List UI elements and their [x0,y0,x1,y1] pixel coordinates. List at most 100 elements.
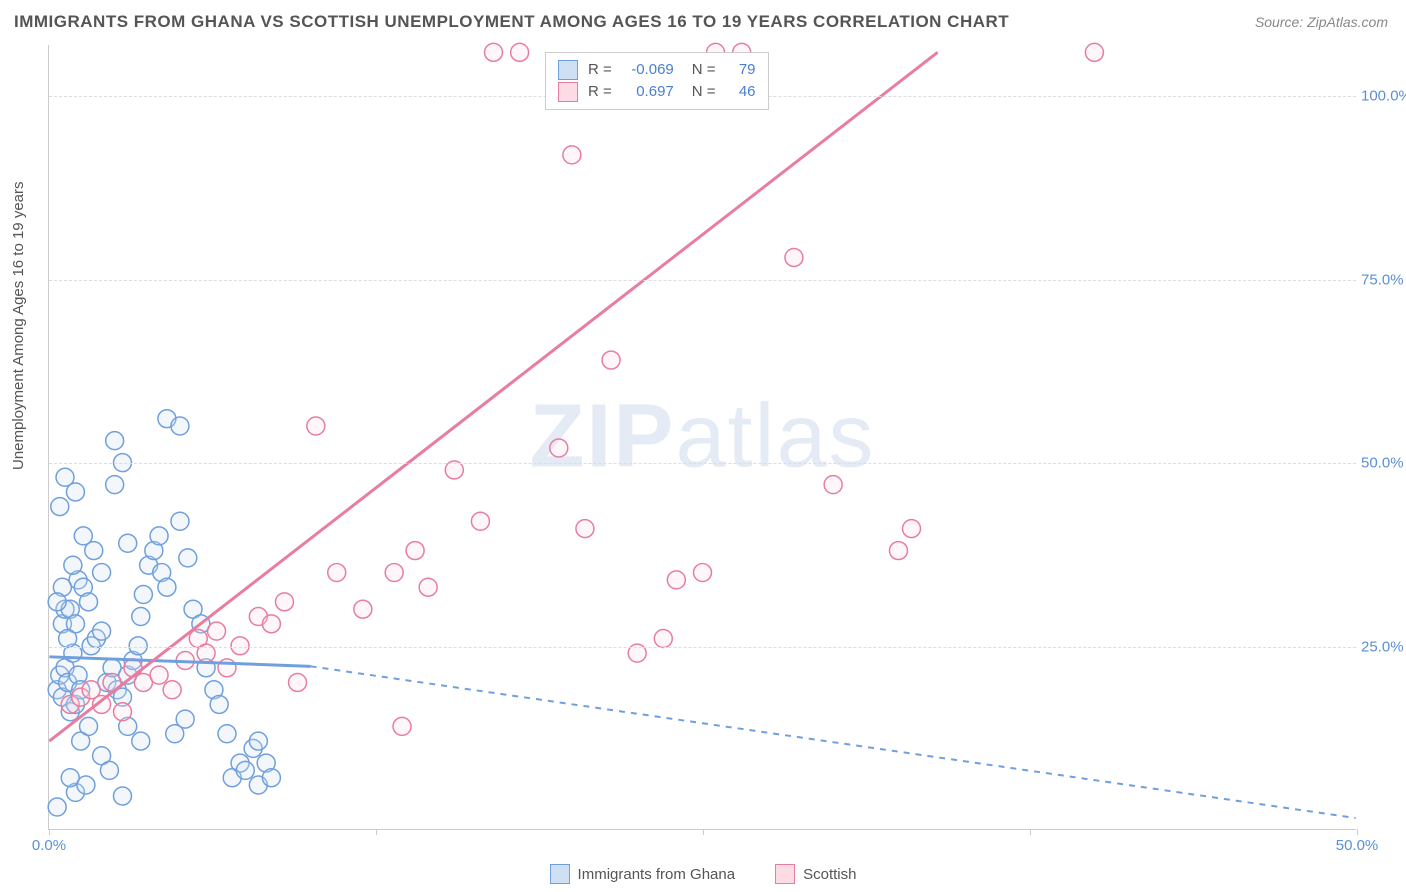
legend-row: R = -0.069 N = 79 [558,59,756,81]
y-tick-label: 75.0% [1361,271,1406,288]
scatter-point [158,578,176,596]
series-legend-item: Scottish [775,864,856,884]
scatter-point [275,593,293,611]
scatter-point [354,600,372,618]
gridline [49,647,1356,648]
scatter-point [484,43,502,61]
series-legend: Immigrants from Ghana Scottish [0,864,1406,884]
scatter-point [218,659,236,677]
x-tick [49,829,50,835]
trend-line [49,52,937,741]
scatter-point [208,622,226,640]
scatter-point [48,593,66,611]
scatter-point [171,417,189,435]
scatter-point [80,593,98,611]
scatter-point [694,564,712,582]
scatter-point [511,43,529,61]
scatter-point [134,586,152,604]
scatter-point [236,761,254,779]
scatter-point [249,732,267,750]
legend-n-value: 46 [726,81,756,103]
scatter-point [77,776,95,794]
y-tick-label: 50.0% [1361,455,1406,472]
legend-swatch [775,864,795,884]
scatter-point [218,725,236,743]
scatter-point [262,615,280,633]
scatter-point [59,630,77,648]
scatter-point [785,248,803,266]
scatter-point [132,732,150,750]
scatter-point [56,468,74,486]
scatter-point [262,769,280,787]
series-legend-item: Immigrants from Ghana [550,864,736,884]
scatter-point [93,622,111,640]
correlation-legend: R = -0.069 N = 79 R = 0.697 N = 46 [545,52,769,110]
scatter-point [93,564,111,582]
legend-swatch [558,60,578,80]
scatter-point [113,703,131,721]
scatter-point [602,351,620,369]
x-tick-label: 0.0% [32,837,66,854]
scatter-point [179,549,197,567]
legend-r-value: 0.697 [622,81,674,103]
scatter-point [328,564,346,582]
scatter-point [563,146,581,164]
scatter-point [654,630,672,648]
scatter-point [385,564,403,582]
scatter-point [889,542,907,560]
series-legend-label: Immigrants from Ghana [578,866,736,883]
scatter-point [64,556,82,574]
scatter-point [471,512,489,530]
scatter-point [171,512,189,530]
scatter-point [550,439,568,457]
y-tick-label: 25.0% [1361,638,1406,655]
scatter-point [48,798,66,816]
series-legend-label: Scottish [803,866,856,883]
legend-r-value: -0.069 [622,59,674,81]
x-tick [376,829,377,835]
scatter-point [106,476,124,494]
gridline [49,463,1356,464]
chart-title: IMMIGRANTS FROM GHANA VS SCOTTISH UNEMPL… [14,12,1009,32]
scatter-point [106,432,124,450]
legend-row: R = 0.697 N = 46 [558,81,756,103]
legend-n-label: N = [692,59,716,81]
source-text: Source: ZipAtlas.com [1255,14,1388,30]
scatter-point [210,695,228,713]
scatter-point [1085,43,1103,61]
legend-swatch [558,82,578,102]
scatter-point [667,571,685,589]
y-axis-label: Unemployment Among Ages 16 to 19 years [10,181,27,470]
scatter-point [824,476,842,494]
legend-r-label: R = [588,59,612,81]
chart-container: IMMIGRANTS FROM GHANA VS SCOTTISH UNEMPL… [0,0,1406,892]
scatter-point [176,710,194,728]
scatter-point [903,520,921,538]
scatter-point [576,520,594,538]
trend-line-dashed [311,666,1356,818]
scatter-point [113,787,131,805]
scatter-point [150,527,168,545]
scatter-point [80,717,98,735]
scatter-point [119,534,137,552]
gridline [49,280,1356,281]
x-tick-label: 50.0% [1336,837,1379,854]
x-tick [703,829,704,835]
plot-area: ZIPatlas 25.0%50.0%75.0%100.0%0.0%50.0% [48,45,1356,830]
legend-n-label: N = [692,81,716,103]
scatter-point [406,542,424,560]
scatter-point [100,761,118,779]
scatter-point [307,417,325,435]
legend-n-value: 79 [726,59,756,81]
legend-r-label: R = [588,81,612,103]
scatter-point [150,666,168,684]
y-tick-label: 100.0% [1361,88,1406,105]
legend-swatch [550,864,570,884]
scatter-point [419,578,437,596]
scatter-point [74,527,92,545]
scatter-point [393,717,411,735]
scatter-point [132,608,150,626]
scatter-point [289,673,307,691]
plot-svg [49,45,1356,829]
scatter-point [163,681,181,699]
